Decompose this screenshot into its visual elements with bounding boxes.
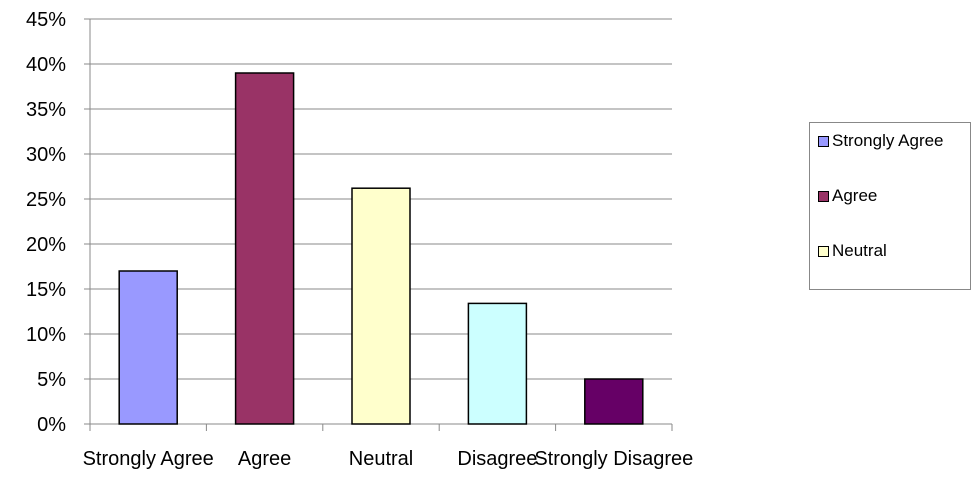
y-tick-label: 0% [37, 414, 66, 436]
y-tick-label: 40% [26, 54, 66, 76]
y-tick-label: 25% [26, 189, 66, 211]
x-tick-label: Strongly Disagree [534, 448, 693, 470]
bar-strongly-disagree [585, 379, 643, 424]
legend-label-strongly-agree: Strongly Agree [832, 131, 962, 151]
legend-item-agree: Agree [818, 186, 962, 206]
y-tick-label: 35% [26, 99, 66, 121]
bar-strongly-agree [119, 271, 177, 424]
x-tick-label: Disagree [457, 448, 537, 470]
y-tick-label: 45% [26, 9, 66, 31]
legend-swatch-strongly-agree [818, 136, 829, 147]
bar-disagree [468, 303, 526, 424]
y-tick-label: 10% [26, 324, 66, 346]
y-tick-label: 20% [26, 234, 66, 256]
y-tick-label: 15% [26, 279, 66, 301]
legend-swatch-neutral [818, 246, 829, 257]
legend-swatch-agree [818, 191, 829, 202]
x-tick-label: Agree [238, 448, 291, 470]
legend-item-neutral: Neutral [818, 241, 962, 261]
bar-agree [236, 73, 294, 424]
x-tick-label: Strongly Agree [83, 448, 214, 470]
legend-label-agree: Agree [832, 186, 962, 206]
bar-neutral [352, 188, 410, 424]
x-tick-label: Neutral [349, 448, 413, 470]
legend-label-neutral: Neutral [832, 241, 962, 261]
y-tick-label: 30% [26, 144, 66, 166]
y-tick-label: 5% [37, 369, 66, 391]
legend-item-strongly-agree: Strongly Agree [818, 131, 962, 151]
legend: Strongly Agree Agree Neutral [809, 122, 971, 290]
